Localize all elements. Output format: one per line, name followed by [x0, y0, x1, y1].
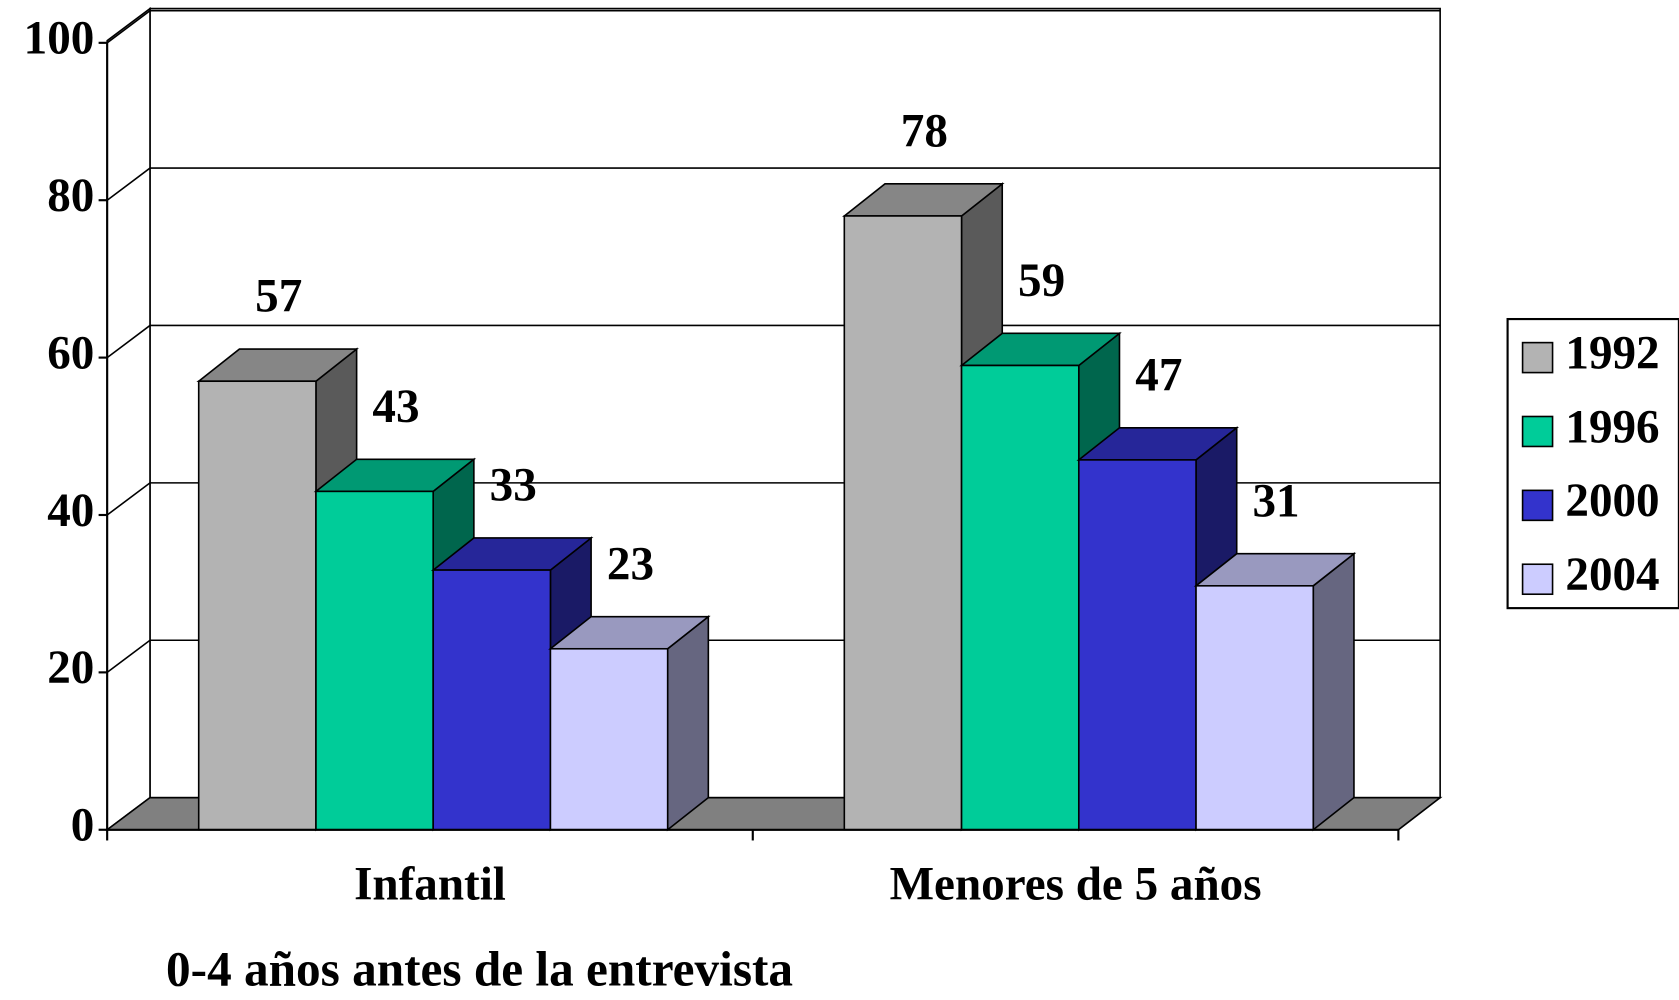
grid-line	[106, 9, 1441, 44]
value-label: 33	[490, 460, 537, 512]
legend-swatch	[1521, 341, 1554, 374]
value-label: 43	[372, 381, 419, 433]
bar	[1193, 552, 1357, 832]
bar-side	[1312, 552, 1355, 832]
value-label: 78	[901, 105, 948, 157]
bar-front	[1195, 585, 1315, 831]
legend-label: 1992	[1565, 327, 1659, 379]
legend-label: 2004	[1565, 549, 1659, 601]
legend-swatch	[1521, 563, 1554, 596]
bar-front	[843, 215, 963, 831]
y-tick-label: 80	[47, 170, 94, 222]
value-label: 59	[1018, 255, 1065, 307]
y-tick-label: 20	[47, 642, 94, 694]
x-axis-title: 0-4 años antes de la entrevista	[166, 942, 793, 997]
x-tick-label: Infantil	[354, 858, 506, 910]
value-label: 47	[1135, 349, 1182, 401]
bar-front	[197, 380, 317, 831]
y-tick-label: 100	[24, 13, 95, 65]
bars	[196, 182, 1357, 832]
bar-front	[549, 647, 669, 831]
legend-swatch	[1521, 415, 1554, 448]
bar	[430, 536, 594, 832]
grid-line	[106, 324, 1441, 359]
bar-front	[960, 364, 1080, 831]
y-tick-label: 60	[47, 327, 94, 379]
legend-label: 1996	[1565, 401, 1659, 453]
legend-swatch	[1521, 489, 1554, 522]
bar-front	[315, 490, 434, 831]
side-wall	[106, 6, 151, 832]
y-tick-label: 40	[47, 485, 94, 537]
y-tick-label: 0	[71, 800, 95, 852]
x-tick-label: Menores de 5 años	[890, 858, 1262, 910]
grid-line	[106, 167, 1441, 201]
bar-front	[432, 569, 552, 831]
value-label: 31	[1253, 475, 1300, 527]
bar	[548, 614, 711, 832]
value-label: 57	[255, 271, 302, 323]
bar-side	[666, 614, 710, 832]
legend-label: 2000	[1565, 475, 1659, 527]
bar-front	[1077, 459, 1197, 831]
value-label: 23	[607, 538, 654, 590]
